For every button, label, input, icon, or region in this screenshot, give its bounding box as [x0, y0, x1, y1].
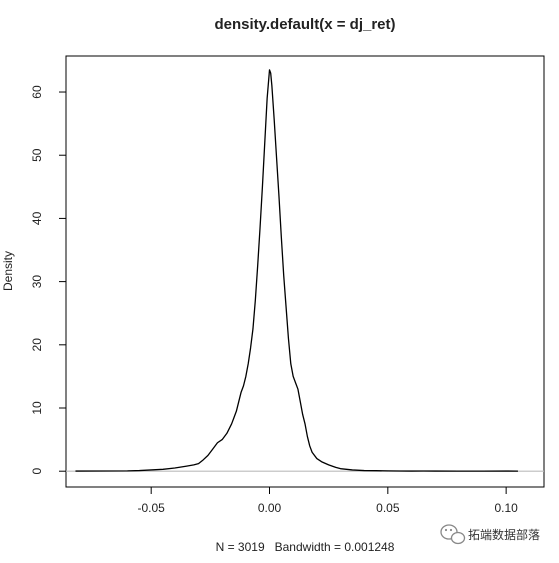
- x-tick-label: -0.05: [138, 501, 166, 515]
- y-axis-label: Density: [1, 251, 15, 291]
- watermark-text: 拓端数据部落: [468, 527, 540, 542]
- x-axis-label: N = 3019 Bandwidth = 0.001248: [216, 540, 395, 554]
- y-tick-label: 40: [30, 211, 44, 225]
- y-tick-label: 50: [30, 148, 44, 162]
- watermark: 拓端数据部落: [440, 524, 540, 545]
- y-tick-label: 60: [30, 85, 44, 99]
- x-tick-label: 0.10: [494, 501, 518, 515]
- y-axis: 0 10 20 30 40 50 60: [30, 85, 66, 475]
- x-tick-label: 0.05: [376, 501, 400, 515]
- x-axis: -0.05 0.00 0.05 0.10: [138, 487, 518, 515]
- x-tick-label: 0.00: [258, 501, 282, 515]
- y-tick-label: 20: [30, 338, 44, 352]
- wechat-icon: [440, 524, 466, 545]
- y-tick-label: 30: [30, 275, 44, 289]
- plot-frame: [65, 55, 545, 488]
- density-line: [75, 69, 518, 472]
- chart-title: density.default(x = dj_ret): [214, 16, 395, 33]
- y-tick-label: 10: [30, 401, 44, 415]
- y-tick-label: 0: [30, 468, 44, 475]
